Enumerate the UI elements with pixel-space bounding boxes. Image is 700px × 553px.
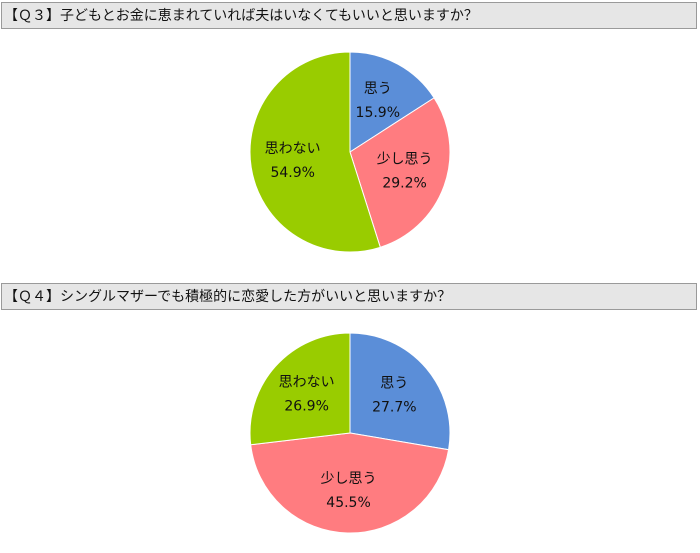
- slice-label: 少し思う: [377, 152, 433, 168]
- slice-value: 45.5%: [326, 495, 370, 511]
- slice-label: 少し思う: [321, 471, 377, 487]
- pie-slice: [249, 51, 381, 253]
- slice-label: 思う: [364, 81, 392, 97]
- pie-chart: 思う 15.9% 少し思う 29.2% 思わない 54.9%: [249, 51, 451, 253]
- question-header: 【Ｑ３】子どもとお金に恵まれていれば夫はいなくてもいいと思いますか？: [1, 2, 697, 29]
- pie-slice: [250, 432, 450, 534]
- slice-value: 15.9%: [356, 105, 400, 121]
- slice-value: 29.2%: [382, 176, 426, 192]
- pie-slice: [349, 332, 451, 451]
- slice-label: 思わない: [279, 374, 335, 390]
- slice-value: 26.9%: [284, 398, 328, 414]
- slice-label: 思わない: [265, 141, 321, 157]
- question-header: 【Ｑ４】シングルマザーでも積極的に恋愛した方がいいと思いますか？: [1, 283, 697, 310]
- slice-value: 54.9%: [270, 165, 314, 181]
- slice-value: 27.7%: [372, 400, 416, 416]
- pie-slice: [249, 332, 351, 446]
- pie-slice: [349, 97, 451, 248]
- slice-label: 思う: [380, 376, 408, 392]
- pie-slice: [349, 51, 435, 153]
- pie-chart: 思う 27.7% 少し思う 45.5% 思わない 26.9%: [249, 332, 451, 534]
